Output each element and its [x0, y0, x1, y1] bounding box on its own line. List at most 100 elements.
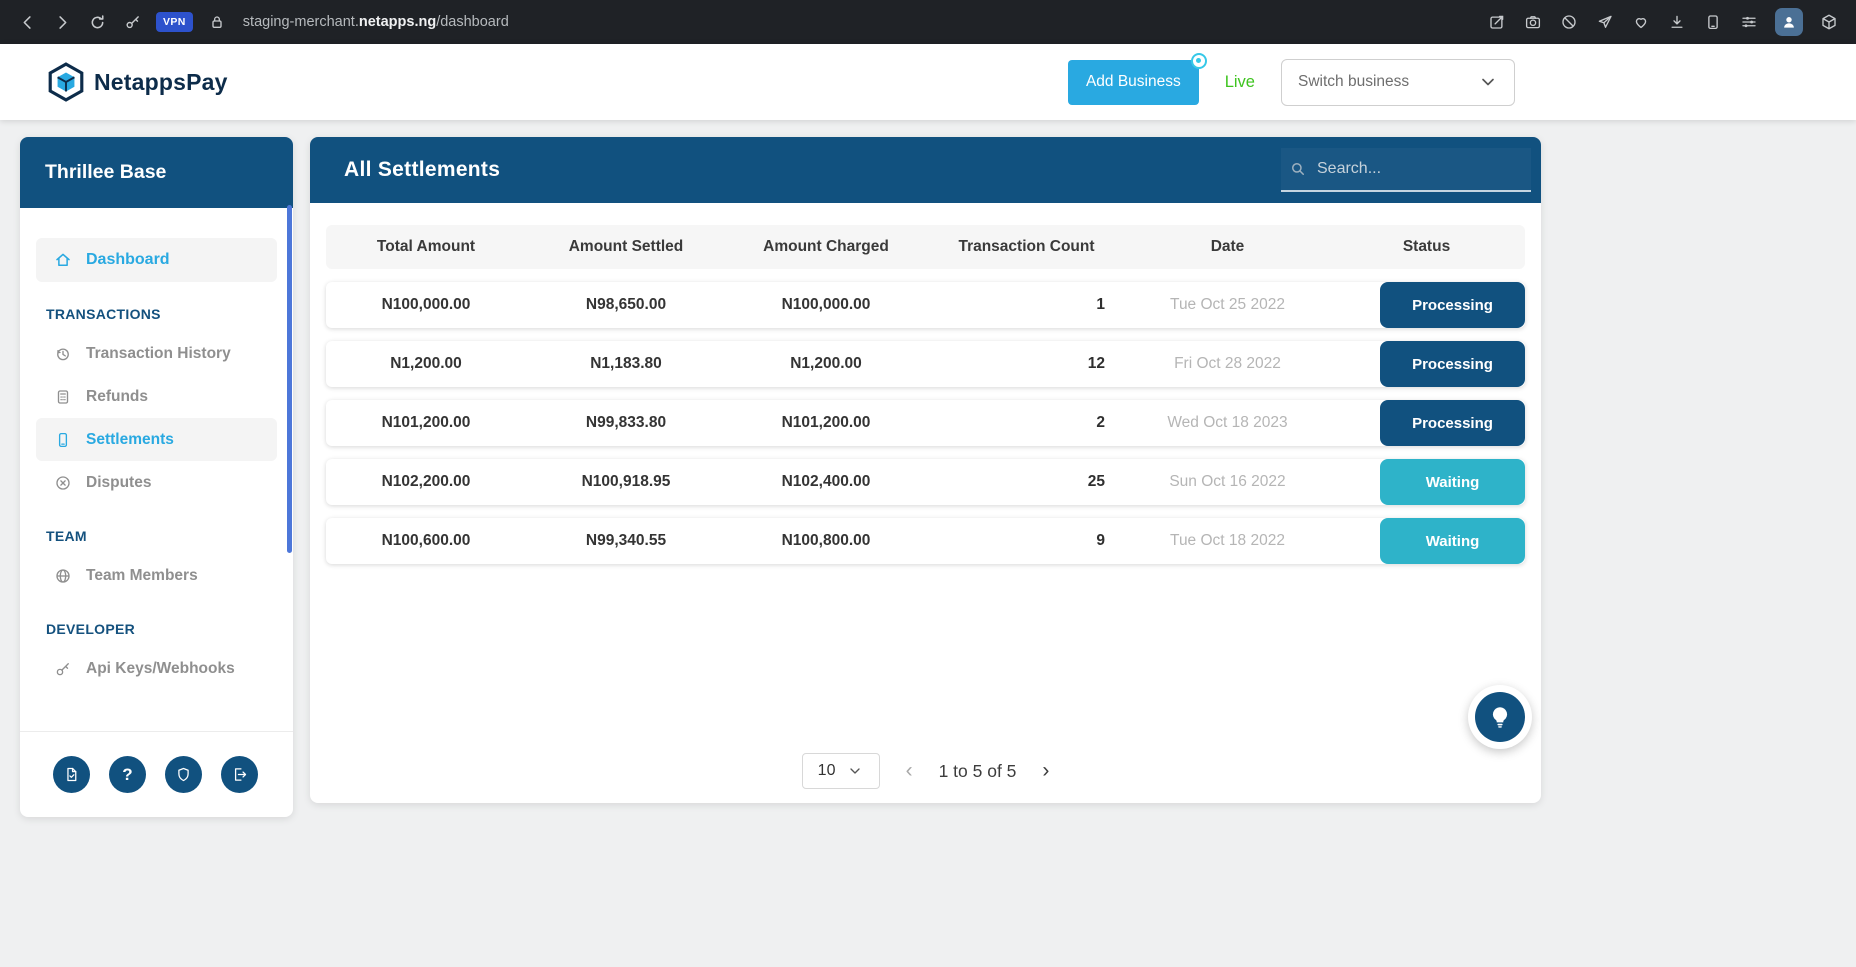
back-icon[interactable]	[12, 7, 42, 37]
status-badge: Processing	[1380, 341, 1525, 387]
table-row[interactable]: N1,200.00 N1,183.80 N1,200.00 12 Fri Oct…	[326, 341, 1525, 387]
refresh-icon[interactable]	[82, 7, 112, 37]
team-globe-icon	[53, 567, 73, 585]
refunds-icon	[53, 388, 73, 406]
block-icon[interactable]	[1554, 7, 1584, 37]
logout-button[interactable]	[221, 756, 258, 793]
cell-transaction-count: 25	[1087, 473, 1105, 490]
cell-amount-charged: N100,800.00	[781, 532, 871, 549]
table-row[interactable]: N100,600.00 N99,340.55 N100,800.00 9 Tue…	[326, 518, 1525, 564]
home-icon	[53, 251, 73, 269]
search-box	[1281, 148, 1531, 192]
sidebar-item-label: Disputes	[86, 473, 152, 491]
brand[interactable]: NetappsPay	[48, 62, 228, 102]
cell-date: Sun Oct 16 2022	[1169, 473, 1286, 490]
business-name: Thrillee Base	[45, 161, 167, 183]
prev-page-button[interactable]: ‹	[905, 759, 913, 782]
security-button[interactable]	[165, 756, 202, 793]
device-icon[interactable]	[1698, 7, 1728, 37]
browser-chrome: VPN staging-merchant. netapps.ng/dashboar…	[0, 0, 1856, 44]
url-path: /dashboard	[436, 14, 509, 30]
cell-amount-charged: N1,200.00	[790, 355, 862, 372]
page-title: All Settlements	[344, 158, 501, 181]
logout-icon	[231, 766, 248, 783]
address-bar[interactable]: staging-merchant. netapps.ng/dashboard	[243, 14, 509, 30]
shield-icon	[175, 766, 192, 783]
scrollbar-thumb[interactable]	[287, 205, 292, 553]
cell-transaction-count: 12	[1087, 355, 1105, 372]
vpn-badge[interactable]: VPN	[156, 12, 193, 32]
table-row[interactable]: N101,200.00 N99,833.80 N101,200.00 2 Wed…	[326, 400, 1525, 446]
profile-avatar[interactable]	[1775, 8, 1803, 36]
cell-amount-settled: N99,833.80	[585, 414, 667, 431]
status-badge: Waiting	[1380, 518, 1525, 564]
netappspay-logo-icon	[48, 62, 84, 102]
col-header-status: Status	[1402, 238, 1451, 255]
help-fab-button[interactable]	[1468, 685, 1532, 749]
document-icon	[63, 766, 80, 783]
sidebar-item-label: Team Members	[86, 566, 198, 584]
sidebar-item-label: Settlements	[86, 430, 174, 448]
brand-name: NetappsPay	[94, 68, 228, 95]
switch-business-select[interactable]: Switch business	[1281, 58, 1515, 106]
camera-icon[interactable]	[1518, 7, 1548, 37]
add-business-button[interactable]: Add Business	[1067, 52, 1207, 105]
pagination-range: 1 to 5 of 5	[938, 760, 1017, 781]
page-size-value: 10	[817, 762, 836, 779]
cell-date: Fri Oct 28 2022	[1174, 355, 1281, 372]
heart-icon[interactable]	[1626, 7, 1656, 37]
table-row[interactable]: N102,200.00 N100,918.95 N102,400.00 25 S…	[326, 459, 1525, 505]
sidebar-item-api-keys[interactable]: Api Keys/Webhooks	[36, 647, 277, 690]
sidebar-item-transaction-history[interactable]: Transaction History	[36, 332, 277, 375]
live-mode-label: Live	[1224, 72, 1255, 91]
search-icon	[1289, 160, 1307, 178]
chevron-down-icon	[1478, 72, 1498, 92]
table-row[interactable]: N100,000.00 N98,650.00 N100,000.00 1 Tue…	[326, 282, 1525, 328]
page-size-select[interactable]: 10	[801, 753, 880, 789]
pagination: 10 ‹ 1 to 5 of 5 ›	[310, 753, 1541, 789]
status-badge: Waiting	[1380, 459, 1525, 505]
disputes-icon	[53, 474, 73, 492]
download-icon[interactable]	[1662, 7, 1692, 37]
table-header-row: Total Amount Amount Settled Amount Charg…	[326, 225, 1525, 269]
business-name-header: Thrillee Base	[20, 137, 293, 208]
sidebar-item-team-members[interactable]: Team Members	[36, 554, 277, 597]
extensions-cube-icon[interactable]	[1814, 7, 1844, 37]
password-key-icon[interactable]	[117, 7, 147, 37]
sliders-icon[interactable]	[1734, 7, 1764, 37]
cell-transaction-count: 1	[1096, 296, 1105, 313]
cell-total-amount: N101,200.00	[381, 414, 471, 431]
app-header: NetappsPay Add Business Live Switch busi…	[0, 44, 1856, 120]
col-header-date: Date	[1210, 238, 1245, 255]
settlements-panel: All Settlements Total Amount Amount Sett…	[310, 137, 1541, 803]
sidebar-footer: ?	[20, 731, 293, 817]
browser-toolbar-icons	[1482, 7, 1844, 37]
sidebar-item-label: Api Keys/Webhooks	[86, 659, 235, 677]
documents-button[interactable]	[53, 756, 90, 793]
panel-banner: All Settlements	[310, 137, 1541, 203]
next-page-button[interactable]: ›	[1042, 759, 1050, 782]
sidebar-item-label: Dashboard	[86, 251, 170, 268]
sidebar-item-disputes[interactable]: Disputes	[36, 461, 277, 504]
new-feature-badge-icon	[1190, 52, 1207, 69]
sidebar-item-refunds[interactable]: Refunds	[36, 375, 277, 418]
question-icon: ?	[122, 764, 133, 784]
cell-date: Tue Oct 25 2022	[1170, 296, 1285, 313]
search-input[interactable]	[1317, 160, 1523, 178]
status-badge: Processing	[1380, 282, 1525, 328]
sidebar-item-settlements[interactable]: Settlements	[36, 418, 277, 461]
cell-total-amount: N1,200.00	[390, 355, 462, 372]
send-icon[interactable]	[1590, 7, 1620, 37]
edit-share-icon[interactable]	[1482, 7, 1512, 37]
sidebar-item-dashboard[interactable]: Dashboard	[36, 238, 277, 282]
settlements-table: Total Amount Amount Settled Amount Charg…	[310, 203, 1541, 564]
help-button[interactable]: ?	[109, 756, 146, 793]
col-header-count: Transaction Count	[958, 238, 1095, 255]
lock-icon[interactable]	[202, 7, 232, 37]
status-badge: Processing	[1380, 400, 1525, 446]
cell-amount-settled: N99,340.55	[585, 532, 667, 549]
cell-amount-charged: N102,400.00	[781, 473, 871, 490]
forward-icon[interactable]	[47, 7, 77, 37]
col-header-total: Total Amount	[376, 238, 476, 255]
url-prefix: staging-merchant.	[242, 14, 359, 30]
